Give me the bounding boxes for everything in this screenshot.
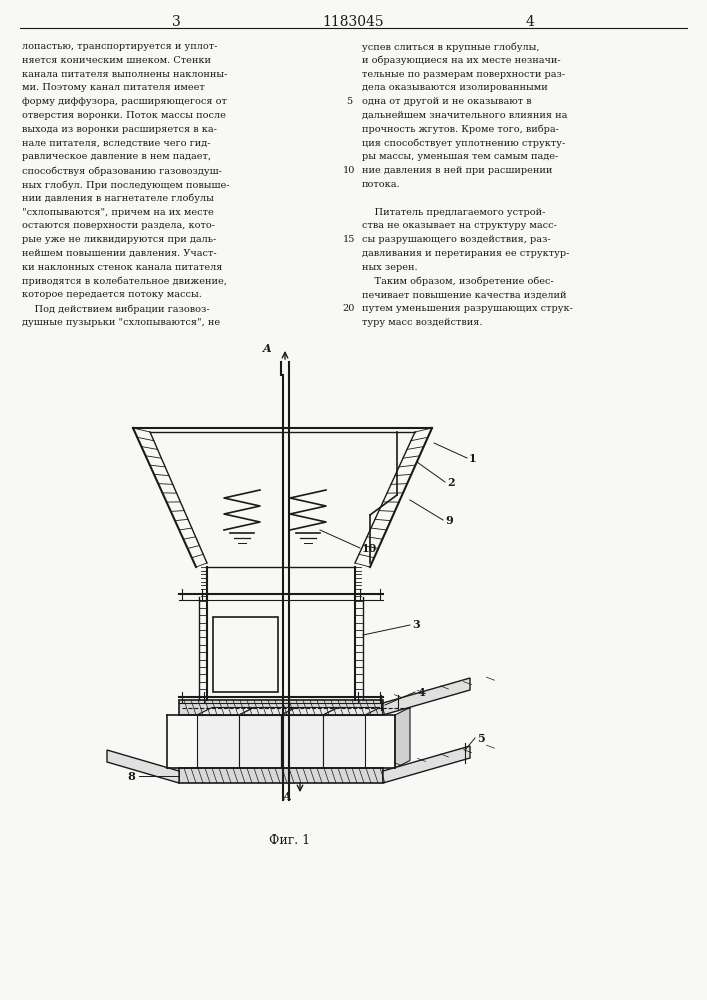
Text: 20: 20 [343, 304, 355, 313]
Text: которое передается потоку массы.: которое передается потоку массы. [22, 290, 202, 299]
Text: давливания и перетирания ее структур-: давливания и перетирания ее структур- [362, 249, 569, 258]
Text: 2: 2 [447, 477, 455, 488]
Text: одна от другой и не оказывают в: одна от другой и не оказывают в [362, 97, 532, 106]
Text: 5: 5 [477, 732, 485, 744]
Text: выхода из воронки расширяется в ка-: выхода из воронки расширяется в ка- [22, 125, 217, 134]
Polygon shape [281, 715, 323, 768]
Text: отверстия воронки. Поток массы после: отверстия воронки. Поток массы после [22, 111, 226, 120]
Polygon shape [281, 708, 338, 715]
Text: 4: 4 [525, 15, 534, 29]
Text: ных глобул. При последующем повыше-: ных глобул. При последующем повыше- [22, 180, 230, 190]
Bar [179, 700, 383, 715]
Text: A: A [263, 343, 271, 354]
Text: 1: 1 [469, 452, 477, 464]
Text: равлическое давление в нем падает,: равлическое давление в нем падает, [22, 152, 211, 161]
Text: 10: 10 [343, 166, 355, 175]
Text: форму диффузора, расширяющегося от: форму диффузора, расширяющегося от [22, 97, 227, 106]
Text: Под действием вибрации газовоз-: Под действием вибрации газовоз- [22, 304, 209, 314]
Bar [213, 617, 278, 692]
Text: 5: 5 [346, 97, 352, 106]
Polygon shape [197, 708, 254, 715]
Text: сы разрушающего воздействия, раз-: сы разрушающего воздействия, раз- [362, 235, 551, 244]
Text: лопастью, транспортируется и уплот-: лопастью, транспортируется и уплот- [22, 42, 217, 51]
Text: Фиг. 1: Фиг. 1 [269, 834, 310, 846]
Text: печивает повышение качества изделий: печивает повышение качества изделий [362, 290, 566, 299]
Text: канала питателя выполнены наклонны-: канала питателя выполнены наклонны- [22, 70, 228, 79]
Text: "схлопываются", причем на их месте: "схлопываются", причем на их месте [22, 208, 214, 217]
Text: и образующиеся на их месте незначи-: и образующиеся на их месте незначи- [362, 56, 561, 65]
Text: приводятся в колебательное движение,: приводятся в колебательное движение, [22, 277, 227, 286]
Text: нии давления в нагнетателе глобулы: нии давления в нагнетателе глобулы [22, 194, 214, 203]
Polygon shape [323, 708, 380, 715]
Text: ние давления в ней при расширении: ние давления в ней при расширении [362, 166, 552, 175]
Polygon shape [239, 708, 296, 715]
Text: 8: 8 [127, 770, 135, 782]
Polygon shape [197, 715, 239, 768]
Text: душные пузырьки "схлопываются", не: душные пузырьки "схлопываются", не [22, 318, 220, 327]
Text: дальнейшем значительного влияния на: дальнейшем значительного влияния на [362, 111, 568, 120]
Polygon shape [395, 708, 410, 768]
Text: A: A [283, 791, 291, 802]
Text: 3: 3 [412, 619, 420, 631]
Text: успев слиться в крупные глобулы,: успев слиться в крупные глобулы, [362, 42, 539, 51]
Text: туру масс воздействия.: туру масс воздействия. [362, 318, 482, 327]
Polygon shape [383, 746, 470, 783]
Text: 10: 10 [362, 542, 378, 554]
Text: ры массы, уменьшая тем самым паде-: ры массы, уменьшая тем самым паде- [362, 152, 559, 161]
Polygon shape [383, 678, 470, 715]
Text: путем уменьшения разрушающих струк-: путем уменьшения разрушающих струк- [362, 304, 573, 313]
Text: 15: 15 [343, 235, 355, 244]
Text: дела оказываются изолированными: дела оказываются изолированными [362, 83, 548, 92]
Polygon shape [107, 750, 179, 783]
Text: Таким образом, изобретение обес-: Таким образом, изобретение обес- [362, 277, 554, 286]
Bar [179, 768, 383, 783]
Text: 4: 4 [417, 686, 425, 698]
Text: ки наклонных стенок канала питателя: ки наклонных стенок канала питателя [22, 263, 223, 272]
Text: способствуя образованию газовоздуш-: способствуя образованию газовоздуш- [22, 166, 222, 176]
Text: 3: 3 [172, 15, 180, 29]
Text: ция способствует уплотнению структу-: ция способствует уплотнению структу- [362, 139, 566, 148]
Polygon shape [239, 715, 281, 768]
Text: потока.: потока. [362, 180, 401, 189]
Text: прочность жгутов. Кроме того, вибра-: прочность жгутов. Кроме того, вибра- [362, 125, 559, 134]
Text: рые уже не ликвидируются при даль-: рые уже не ликвидируются при даль- [22, 235, 216, 244]
Text: ных зерен.: ных зерен. [362, 263, 418, 272]
Text: остаются поверхности раздела, кото-: остаются поверхности раздела, кото- [22, 221, 215, 230]
Polygon shape [323, 715, 365, 768]
Text: нале питателя, вследствие чего гид-: нале питателя, вследствие чего гид- [22, 139, 211, 148]
Text: нейшем повышении давления. Участ-: нейшем повышении давления. Участ- [22, 249, 216, 258]
Text: няется коническим шнеком. Стенки: няется коническим шнеком. Стенки [22, 56, 211, 65]
Text: 1183045: 1183045 [322, 15, 384, 29]
Text: Питатель предлагаемого устрой-: Питатель предлагаемого устрой- [362, 208, 545, 217]
Text: ства не оказывает на структуру масс-: ства не оказывает на структуру масс- [362, 221, 557, 230]
Text: ми. Поэтому канал питателя имеет: ми. Поэтому канал питателя имеет [22, 83, 205, 92]
Text: тельные по размерам поверхности раз-: тельные по размерам поверхности раз- [362, 70, 565, 79]
Text: 9: 9 [445, 514, 452, 526]
